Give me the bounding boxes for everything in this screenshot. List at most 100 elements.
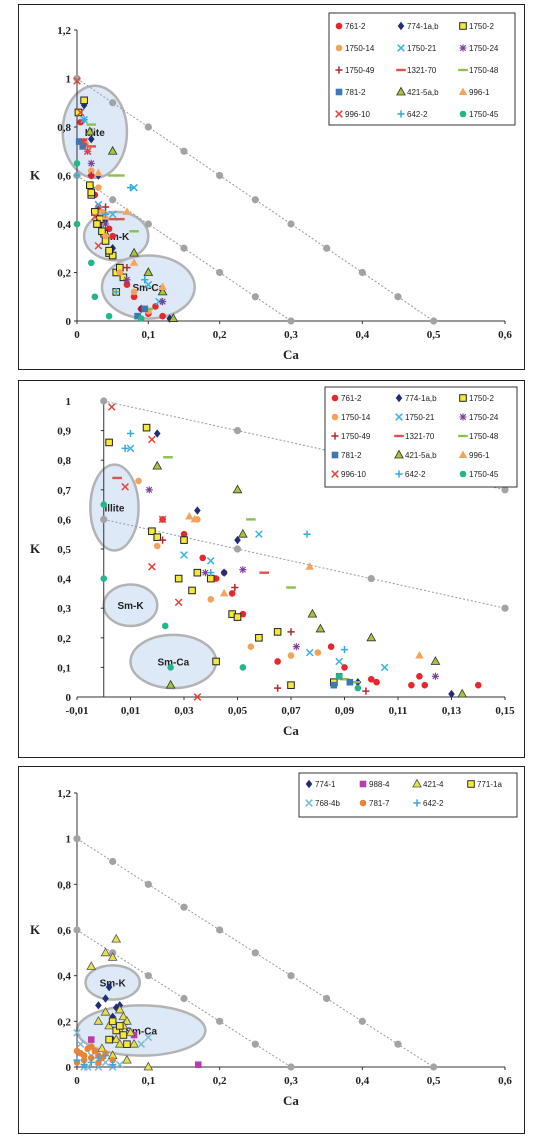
y-tick-label: 1 — [66, 74, 72, 86]
x-tick-label: 0,05 — [228, 705, 248, 717]
data-point — [474, 681, 482, 689]
data-point — [115, 217, 125, 221]
data-point — [159, 536, 167, 544]
data-point — [201, 569, 209, 577]
reference-point — [367, 575, 375, 583]
y-tick-label: 0,3 — [57, 603, 71, 615]
legend-label: 1750-24 — [469, 413, 499, 422]
data-point — [158, 282, 167, 291]
data-point — [94, 168, 103, 177]
series-1750-21 — [126, 444, 389, 672]
legend: 761-2 774-1a,b 1750-2 1750-14 1750-21 1750-24… — [324, 386, 518, 488]
data-point — [273, 628, 282, 636]
reference-point — [144, 220, 152, 228]
series-642-2 — [73, 116, 149, 296]
x-tick-label: 0,09 — [335, 705, 355, 717]
data-point — [287, 652, 295, 659]
data-point — [430, 656, 441, 665]
data-point — [180, 536, 188, 544]
legend-label: 642-2 — [405, 470, 426, 479]
data-point — [135, 477, 142, 485]
data-point — [148, 562, 156, 571]
region-label: Sm-K — [100, 979, 127, 990]
data-point — [109, 232, 116, 240]
data-point — [247, 643, 255, 650]
x-tick-label: 0,11 — [389, 705, 408, 717]
data-point — [116, 269, 124, 276]
data-point — [255, 530, 263, 539]
legend-label: 421-4 — [423, 780, 444, 789]
chart-2: Illite Sm-K Sm-Ca -0,01 0,01 0,03 0,05 0,07 0,09… — [30, 386, 518, 738]
data-point — [207, 596, 215, 603]
legend-label: 1750-14 — [341, 413, 371, 422]
data-point — [100, 501, 108, 508]
reference-point — [144, 123, 152, 131]
data-point — [73, 77, 81, 85]
legend-marker — [413, 799, 421, 807]
data-point — [246, 518, 256, 521]
legend-label: 988-4 — [369, 780, 390, 789]
legend: 761-2 774-1a,b 1750-2 1750-14 1750-21 1750-24… — [328, 12, 516, 126]
reference-point — [180, 147, 188, 155]
data-point — [161, 622, 169, 630]
data-point — [159, 298, 167, 306]
data-point — [165, 679, 176, 689]
y-axis-label: K — [30, 541, 41, 556]
x-tick-label: 0,01 — [121, 705, 140, 717]
reference-point — [109, 99, 117, 107]
data-point — [314, 649, 322, 656]
legend-label: 761-2 — [341, 394, 362, 403]
legend-marker — [331, 413, 339, 421]
chart-1: Illite Sm-K Sm-Ca 0 0,1 0,2 0,3 0,4 0,5 0,6 0 0,2 0,… — [30, 12, 516, 362]
reference-point — [287, 317, 295, 325]
legend-label: 1750-48 — [469, 66, 499, 75]
reference-line — [103, 400, 506, 491]
x-tick-label: -0,01 — [66, 705, 89, 717]
reference-point — [358, 268, 366, 277]
data-point — [100, 1006, 111, 1016]
x-tick-label: 0,5 — [427, 1075, 441, 1087]
data-point — [87, 171, 95, 180]
data-point — [91, 208, 99, 216]
legend-marker — [458, 68, 468, 72]
data-point — [102, 232, 109, 240]
data-point — [112, 476, 122, 480]
data-point — [100, 575, 108, 582]
data-point — [73, 160, 81, 167]
legend-label: 781-2 — [345, 88, 366, 97]
data-point — [76, 1040, 85, 1048]
data-point — [101, 210, 110, 218]
data-point — [330, 681, 338, 689]
data-point — [94, 1054, 102, 1062]
series-1750-24 — [145, 486, 440, 680]
data-point — [148, 527, 156, 536]
data-point — [123, 281, 131, 288]
legend-marker — [458, 87, 468, 95]
legend-marker — [331, 451, 339, 459]
reference-point — [287, 972, 295, 980]
data-point — [87, 1058, 95, 1067]
series-996-10 — [107, 403, 202, 701]
data-point — [148, 435, 156, 444]
data-point — [228, 590, 236, 597]
data-point — [73, 220, 81, 228]
data-point — [126, 429, 135, 438]
data-point — [101, 203, 110, 211]
reference-point — [430, 1063, 438, 1071]
series-642-2 — [73, 1051, 117, 1069]
data-point — [219, 588, 229, 597]
series-1750-49 — [87, 171, 145, 313]
data-point — [87, 259, 95, 267]
reference-point — [233, 427, 242, 435]
reference-point — [430, 317, 438, 325]
y-tick-label: 0,2 — [57, 1016, 71, 1028]
data-point — [153, 533, 162, 541]
data-point — [80, 96, 88, 105]
data-point — [126, 184, 135, 192]
legend-marker — [467, 780, 475, 788]
data-point — [305, 562, 314, 570]
data-point — [232, 484, 243, 494]
data-point — [233, 613, 242, 621]
data-point — [87, 1043, 95, 1050]
x-tick-label: 0,1 — [141, 1075, 155, 1087]
